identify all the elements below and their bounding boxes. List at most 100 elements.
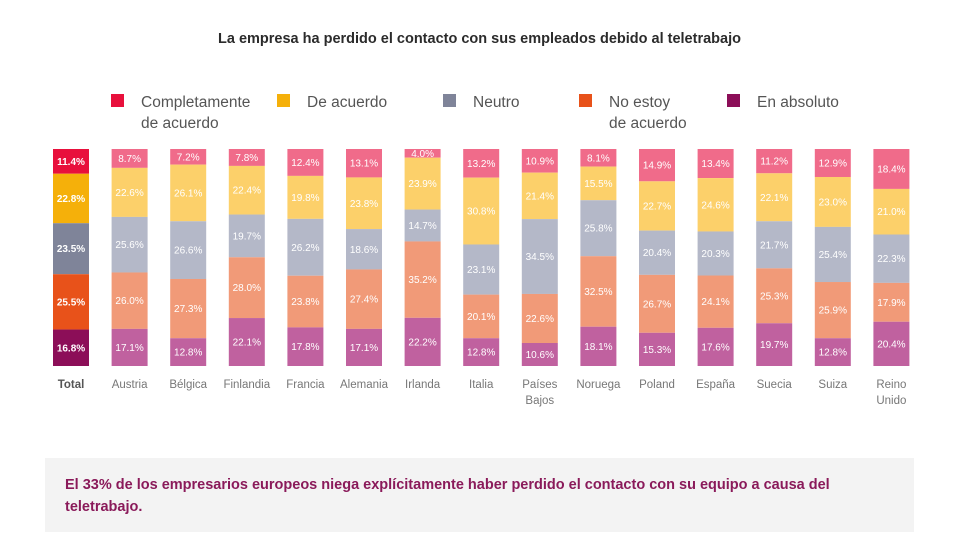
data-label-italia-neutro: 23.1% <box>467 265 495 276</box>
data-label-belgica-no-estoy-de-acuerdo: 27.3% <box>174 304 202 315</box>
category-label-belgica: Bélgica <box>169 379 207 391</box>
bar-segment-alemania-completamente-de-acuerdo <box>346 149 382 178</box>
category-label-poland: Poland <box>639 379 675 391</box>
bar-segment-italia-completamente-de-acuerdo <box>463 149 500 178</box>
data-label-irlanda-neutro: 14.7% <box>408 221 436 232</box>
data-label-suecia-completamente-de-acuerdo: 11.2% <box>760 157 788 168</box>
data-label-poland-de-acuerdo: 22.7% <box>643 201 671 212</box>
legend-label: Neutro <box>473 94 520 111</box>
bar-segment-italia-de-acuerdo <box>463 177 500 245</box>
data-label-belgica-neutro: 26.6% <box>174 246 202 257</box>
category-label-francia: Francia <box>286 379 325 391</box>
category-label-austria: Austria <box>112 379 148 391</box>
data-label-finlandia-no-estoy-de-acuerdo: 28.0% <box>233 283 261 294</box>
data-label-total-completamente-de-acuerdo: 11.4% <box>57 157 85 168</box>
data-label-espana-neutro: 20.3% <box>701 249 729 260</box>
bar-segment-paises-bajos-en-absoluto <box>521 342 558 366</box>
data-label-austria-no-estoy-de-acuerdo: 26.0% <box>115 296 143 307</box>
data-label-paises-bajos-no-estoy-de-acuerdo: 22.6% <box>526 314 554 325</box>
data-label-paises-bajos-neutro: 34.5% <box>526 252 554 263</box>
bar-segment-suiza-en-absoluto <box>814 338 851 366</box>
bar-segment-austria-no-estoy-de-acuerdo <box>111 272 148 329</box>
legend-label: Completamente de acuerdo <box>141 94 251 132</box>
bar-segment-finlandia-completamente-de-acuerdo <box>228 149 265 166</box>
data-label-alemania-neutro: 18.6% <box>350 245 378 256</box>
data-label-reino-unido-no-estoy-de-acuerdo: 17.9% <box>877 298 905 309</box>
legend-item-de-acuerdo: De acuerdo <box>277 92 387 113</box>
data-label-paises-bajos-de-acuerdo: 21.4% <box>526 191 554 202</box>
bar-segment-alemania-neutro <box>346 229 382 270</box>
bar-segment-suiza-completamente-de-acuerdo <box>814 149 851 177</box>
data-label-belgica-de-acuerdo: 26.1% <box>174 188 202 199</box>
bar-segment-suiza-no-estoy-de-acuerdo <box>814 282 851 339</box>
bar-segment-poland-completamente-de-acuerdo <box>639 149 675 182</box>
bar-segment-irlanda-no-estoy-de-acuerdo <box>404 241 441 318</box>
category-label-finlandia: Finlandia <box>223 379 270 391</box>
legend-swatch <box>579 94 592 107</box>
bar-segment-total-en-absoluto <box>53 329 89 366</box>
data-label-finlandia-de-acuerdo: 22.4% <box>233 186 261 197</box>
data-label-irlanda-completamente-de-acuerdo: 4.0% <box>411 149 434 160</box>
data-label-reino-unido-de-acuerdo: 21.0% <box>877 207 905 218</box>
data-label-finlandia-neutro: 19.7% <box>233 231 261 242</box>
bar-segment-austria-completamente-de-acuerdo <box>111 149 148 168</box>
data-label-austria-de-acuerdo: 22.6% <box>115 188 143 199</box>
data-label-irlanda-de-acuerdo: 23.9% <box>408 179 436 190</box>
legend-item-en-absoluto: En absoluto <box>727 92 839 113</box>
data-label-noruega-completamente-de-acuerdo: 8.1% <box>587 153 610 164</box>
bar-segment-poland-en-absoluto <box>639 332 675 366</box>
bar-segment-francia-neutro <box>287 218 324 276</box>
bar-segment-alemania-en-absoluto <box>346 328 382 366</box>
data-label-alemania-de-acuerdo: 23.8% <box>350 199 378 210</box>
category-label-irlanda: Irlanda <box>405 379 441 391</box>
data-label-irlanda-no-estoy-de-acuerdo: 35.2% <box>408 275 436 286</box>
bar-segment-suecia-neutro <box>756 221 793 269</box>
category-label-italia: Italia <box>469 379 494 391</box>
bar-segment-suiza-neutro <box>814 226 851 283</box>
bar-segment-italia-neutro <box>463 244 500 295</box>
data-label-austria-neutro: 25.6% <box>115 240 143 251</box>
legend-item-completamente-de-acuerdo: Completamente de acuerdo <box>111 92 250 134</box>
data-label-suiza-de-acuerdo: 23.0% <box>819 197 847 208</box>
legend-label: No estoy de acuerdo <box>609 94 687 132</box>
data-label-suecia-no-estoy-de-acuerdo: 25.3% <box>760 291 788 302</box>
bar-segment-suecia-de-acuerdo <box>756 173 793 222</box>
bar-segment-suecia-en-absoluto <box>756 323 793 366</box>
bar-segment-alemania-no-estoy-de-acuerdo <box>346 269 382 329</box>
data-label-francia-neutro: 26.2% <box>291 243 319 254</box>
data-label-francia-en-absoluto: 17.8% <box>291 342 319 353</box>
data-label-espana-no-estoy-de-acuerdo: 24.1% <box>701 297 729 308</box>
data-label-alemania-completamente-de-acuerdo: 13.1% <box>350 159 378 170</box>
data-label-paises-bajos-en-absoluto: 10.6% <box>526 350 554 361</box>
data-label-poland-no-estoy-de-acuerdo: 26.7% <box>643 299 671 310</box>
bar-segment-suiza-de-acuerdo <box>814 176 851 227</box>
bar-segment-francia-de-acuerdo <box>287 175 324 219</box>
bar-segment-paises-bajos-neutro <box>521 219 558 294</box>
bar-segment-austria-de-acuerdo <box>111 167 148 217</box>
category-label-suiza: Suiza <box>818 379 847 391</box>
bar-segment-francia-completamente-de-acuerdo <box>287 149 324 176</box>
bar-segment-belgica-en-absoluto <box>170 338 207 366</box>
data-label-irlanda-en-absoluto: 22.2% <box>408 337 436 348</box>
data-label-espana-de-acuerdo: 24.6% <box>701 200 729 211</box>
bar-segment-total-de-acuerdo <box>53 173 89 224</box>
legend-swatch <box>443 94 456 107</box>
category-label-noruega: Noruega <box>576 379 621 391</box>
data-label-alemania-no-estoy-de-acuerdo: 27.4% <box>350 295 378 306</box>
bar-segment-finlandia-no-estoy-de-acuerdo <box>228 257 265 319</box>
data-label-finlandia-en-absoluto: 22.1% <box>233 338 261 349</box>
bar-segment-francia-en-absoluto <box>287 327 324 366</box>
data-label-alemania-en-absoluto: 17.1% <box>350 343 378 354</box>
category-label-total: Total <box>58 379 85 391</box>
bar-segment-alemania-de-acuerdo <box>346 177 382 230</box>
data-label-belgica-en-absoluto: 12.8% <box>174 348 202 359</box>
data-label-espana-completamente-de-acuerdo: 13.4% <box>701 159 729 170</box>
data-label-austria-en-absoluto: 17.1% <box>115 343 143 354</box>
bar-segment-noruega-de-acuerdo <box>580 166 617 201</box>
data-label-italia-en-absoluto: 12.8% <box>467 348 495 359</box>
bar-segment-noruega-no-estoy-de-acuerdo <box>580 256 617 327</box>
bar-segment-total-completamente-de-acuerdo <box>53 149 89 174</box>
category-label-paises-bajos: Países <box>522 379 557 391</box>
bar-segment-espana-completamente-de-acuerdo <box>697 149 734 179</box>
bar-segment-irlanda-en-absoluto <box>404 317 441 366</box>
